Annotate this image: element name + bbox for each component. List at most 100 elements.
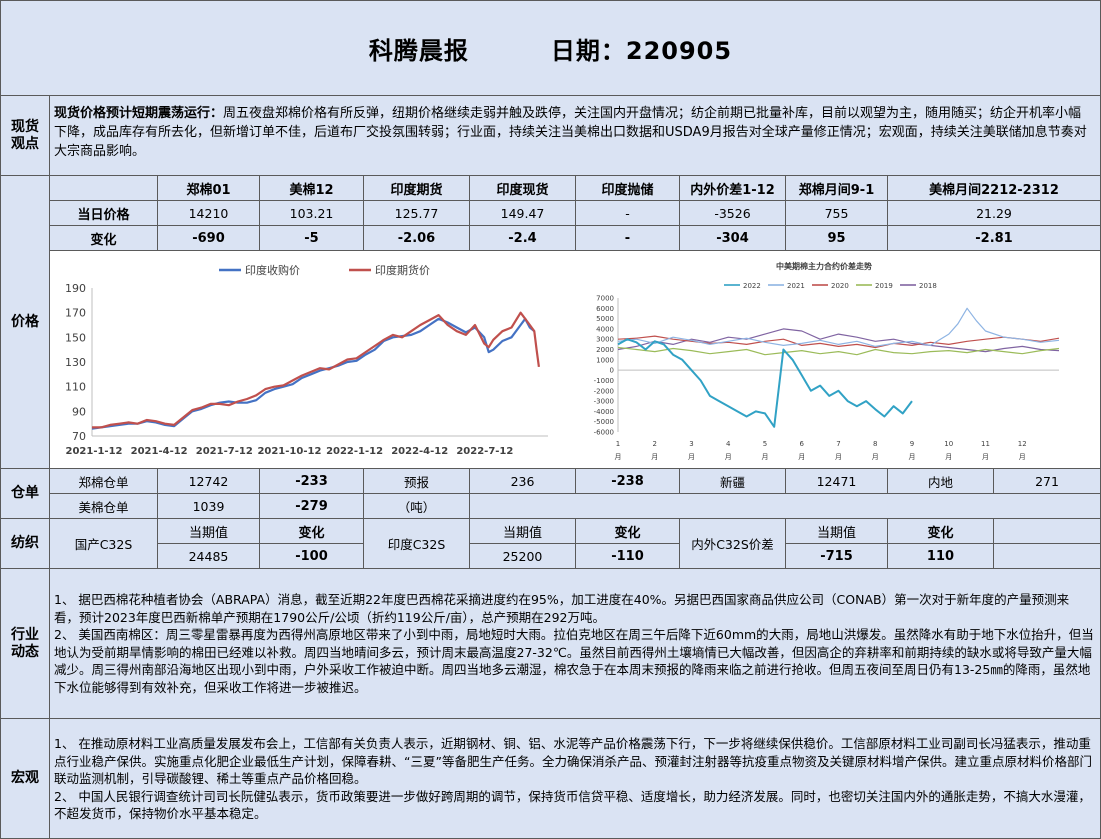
warehouse-cell: 271	[994, 469, 1101, 494]
x-tick-label: 6	[800, 440, 805, 448]
x-tick-label-unit: 月	[835, 453, 842, 461]
macro-paragraph: 2、 中国人民银行调查统计司司长阮健弘表示，货币政策要进一步做好跨周期的调节，保…	[54, 788, 1091, 822]
price-table-header: 内外价差1-12	[680, 176, 786, 201]
yarn-label: 纺织	[0, 519, 50, 569]
y-tick-label: 3000	[596, 336, 614, 344]
warehouse-cell: 12742	[158, 469, 260, 494]
price-table-header: 印度抛储	[576, 176, 680, 201]
x-tick-label: 12	[1018, 440, 1027, 448]
price-value: 755	[786, 201, 888, 226]
price-value: -3526	[680, 201, 786, 226]
series-line-2020	[617, 335, 1060, 349]
x-tick-label-unit: 月	[909, 453, 916, 461]
price-table-header: 郑棉01	[158, 176, 260, 201]
x-tick-label-unit: 月	[945, 453, 952, 461]
warehouse-cell: 预报	[364, 469, 470, 494]
macro-label: 宏观	[0, 719, 50, 839]
x-tick-label: 2022-1-12	[326, 446, 383, 457]
x-tick-label-unit: 月	[615, 453, 622, 461]
x-tick-label: 3	[689, 440, 693, 448]
price-table-header: 印度现货	[470, 176, 576, 201]
legend-label: 2022	[743, 282, 761, 290]
industry-news: 1、 据巴西棉花种植者协会（ABRAPA）消息，截至近期22年度巴西棉花采摘进度…	[50, 569, 1101, 719]
yarn-domestic-value: 24485	[158, 544, 260, 569]
series-line-印度期货价	[92, 311, 540, 429]
warehouse-cell: 1039	[158, 494, 260, 519]
price-table-header: 美棉12	[260, 176, 364, 201]
y-tick-label: 90	[72, 405, 86, 418]
x-tick-label: 2022-7-12	[456, 446, 513, 457]
x-tick-label: 2021-10-12	[257, 446, 321, 457]
yarn-blank	[994, 519, 1101, 544]
report-header: 科腾晨报 日期：220905	[0, 0, 1101, 96]
price-table-header: 郑棉月间9-1	[786, 176, 888, 201]
yarn-spread-value: -715	[786, 544, 888, 569]
warehouse-cell: -238	[576, 469, 680, 494]
charts-area	[50, 251, 1101, 469]
change-value: -690	[158, 226, 260, 251]
legend-label: 印度期货价	[375, 263, 430, 277]
price-row-label: 当日价格	[50, 201, 158, 226]
series-line-2018	[617, 328, 1060, 353]
x-tick-label-unit: 月	[688, 453, 695, 461]
x-tick-label: 9	[910, 440, 914, 448]
x-tick-label: 10	[944, 440, 953, 448]
spot-label: 现货观点	[0, 96, 50, 176]
price-value: 149.47	[470, 201, 576, 226]
y-tick-label: 150	[65, 331, 86, 344]
yarn-cur-header: 当期值	[470, 519, 576, 544]
legend-label: 2018	[919, 282, 937, 290]
legend-label: 2021	[787, 282, 805, 290]
x-tick-label-unit: 月	[725, 453, 732, 461]
price-value: 125.77	[364, 201, 470, 226]
price-value: 103.21	[260, 201, 364, 226]
chart-title: 中美期棉主力合约价差走势	[776, 261, 872, 271]
y-tick-label: 110	[65, 381, 86, 394]
x-tick-label: 2021-4-12	[131, 446, 188, 457]
legend-label: 2020	[831, 282, 849, 290]
price-table-corner	[50, 176, 158, 201]
price-label: 价格	[0, 176, 50, 469]
y-tick-label: -5000	[594, 418, 614, 426]
india-price-chart: 70 90 110 130 150 170 190 2021-1-12 2021-4-12 202…	[65, 263, 548, 457]
industry-paragraph: 1、 据巴西棉花种植者协会（ABRAPA）消息，截至近期22年度巴西棉花采摘进度…	[54, 592, 1070, 625]
x-tick-label: 4	[726, 440, 731, 448]
change-value: -2.81	[888, 226, 1101, 251]
x-tick-label-unit: 月	[872, 453, 879, 461]
y-tick-label: 1000	[596, 356, 614, 364]
series-line-2021	[617, 307, 1060, 348]
x-tick-label: 2021-7-12	[196, 446, 253, 457]
yarn-cur-header: 当期值	[158, 519, 260, 544]
y-tick-label: 5000	[596, 315, 614, 323]
x-tick-label: 2022-4-12	[391, 446, 448, 457]
warehouse-cell: 236	[470, 469, 576, 494]
y-tick-label: 4000	[596, 325, 614, 333]
industry-paragraph: 2、 美国西南棉区：周三零星雷暴再度为西得州高原地区带来了小到中雨，局地短时大雨…	[54, 627, 1094, 695]
yarn-domestic-name: 国产C32S	[50, 519, 158, 569]
y-tick-label: -2000	[594, 387, 614, 395]
warehouse-cell: -279	[260, 494, 364, 519]
change-value: -2.4	[470, 226, 576, 251]
spot-view-headline: 现货价格预计短期震荡运行：	[54, 106, 224, 121]
x-tick-label-unit: 月	[982, 453, 989, 461]
x-tick-label-unit: 月	[1019, 453, 1026, 461]
x-tick-label-unit: 月	[762, 453, 769, 461]
yarn-cur-header: 当期值	[786, 519, 888, 544]
industry-label: 行业动态	[0, 569, 50, 719]
y-tick-label: 170	[65, 307, 86, 320]
price-table-header: 印度期货	[364, 176, 470, 201]
warehouse-cell: 新疆	[680, 469, 786, 494]
change-value: -304	[680, 226, 786, 251]
series-line-2019	[617, 346, 1060, 356]
y-tick-label: -3000	[594, 398, 614, 406]
yarn-domestic-change: -100	[260, 544, 364, 569]
price-value: -	[576, 201, 680, 226]
change-value: 95	[786, 226, 888, 251]
change-value: -5	[260, 226, 364, 251]
x-tick-label: 8	[873, 440, 877, 448]
y-tick-label: 130	[65, 356, 86, 369]
yarn-blank	[994, 544, 1101, 569]
spot-view: 现货价格预计短期震荡运行：周五夜盘郑棉价格有所反弹，纽期价格继续走弱并触及跌停，…	[50, 96, 1101, 176]
warehouse-label: 仓单	[0, 469, 50, 519]
